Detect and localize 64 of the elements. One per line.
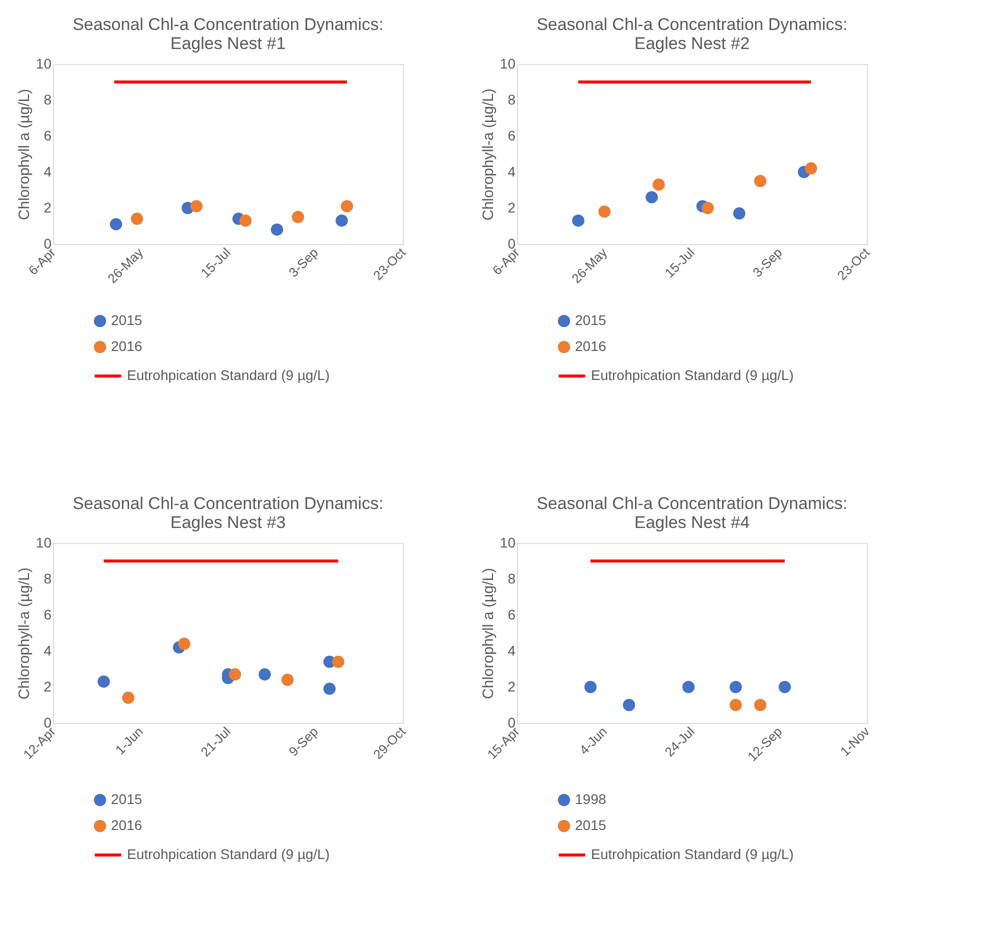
chart-title: Seasonal Chl-a Concentration Dynamics: Eagles Nest #1 [72,15,384,53]
y-tick-label: 2 [44,200,52,216]
chart-title: Seasonal Chl-a Concentration Dynamics: Eagles Nest #2 [536,15,848,53]
point [281,674,294,686]
legend-label: 2015 [575,817,606,833]
y-tick-label: 6 [44,128,52,144]
y-tick-label: 10 [36,534,52,550]
point [804,162,818,175]
y-tick-label: 4 [44,642,52,658]
y-tick-label: 8 [44,92,52,108]
legend-label: Eutrohpication Standard (9 µg/L) [127,367,330,383]
point [239,214,252,227]
legend-label: 2015 [575,312,606,328]
point [178,638,190,650]
point [702,202,714,214]
point [652,178,665,191]
chart-title: Seasonal Chl-a Concentration Dynamics: Eagles Nest #4 [536,494,848,532]
legend-label: 2016 [111,817,142,833]
legend-label: 2015 [111,791,142,807]
legend-label: 2016 [111,338,142,354]
y-tick-label: 2 [508,678,516,694]
y-tick-label: 8 [508,570,516,586]
y-tick-label: 8 [508,92,516,108]
legend-label: 2015 [111,312,142,328]
point [258,668,271,681]
chart-title: Seasonal Chl-a Concentration Dynamics: Eagles Nest #3 [72,494,384,532]
point [122,692,134,704]
point [110,218,122,230]
point [270,223,284,236]
legend-label: 2016 [575,338,606,354]
point [598,205,611,218]
legend-label: 1998 [575,791,606,807]
legend-label: Eutrohpication Standard (9 µg/L) [127,846,330,862]
y-tick-label: 10 [500,56,516,72]
point [228,668,242,681]
y-axis-title: Chlorophyll a (µg/L) [480,568,497,700]
y-tick-label: 6 [44,606,52,622]
y-axis-title: Chlorophyll a (µg/L) [16,88,33,220]
y-tick-label: 8 [44,570,52,586]
point [98,675,110,688]
point [323,682,336,695]
point [646,191,658,204]
y-axis-title: Chlorophyll-a (µg/L) [16,567,33,700]
point [336,214,348,227]
point [754,174,766,188]
point [130,212,144,225]
y-tick-label: 4 [508,642,516,658]
point [332,656,344,668]
point [733,207,746,220]
legend-label: Eutrohpication Standard (9 µg/L) [591,367,794,383]
y-tick-label: 10 [500,534,516,550]
y-tick-label: 6 [508,128,516,144]
y-tick-label: 2 [44,678,52,694]
y-tick-label: 10 [36,56,52,72]
y-axis-title: Chlorophyll-a (µg/L) [480,88,497,221]
y-tick-label: 6 [508,606,516,622]
point [572,214,584,227]
point [292,210,304,224]
y-tick-label: 4 [44,164,52,180]
y-tick-label: 4 [508,164,516,180]
point [190,200,203,212]
legend-label: Eutrohpication Standard (9 µg/L) [591,846,794,862]
y-tick-label: 2 [508,200,516,216]
point [340,200,354,212]
